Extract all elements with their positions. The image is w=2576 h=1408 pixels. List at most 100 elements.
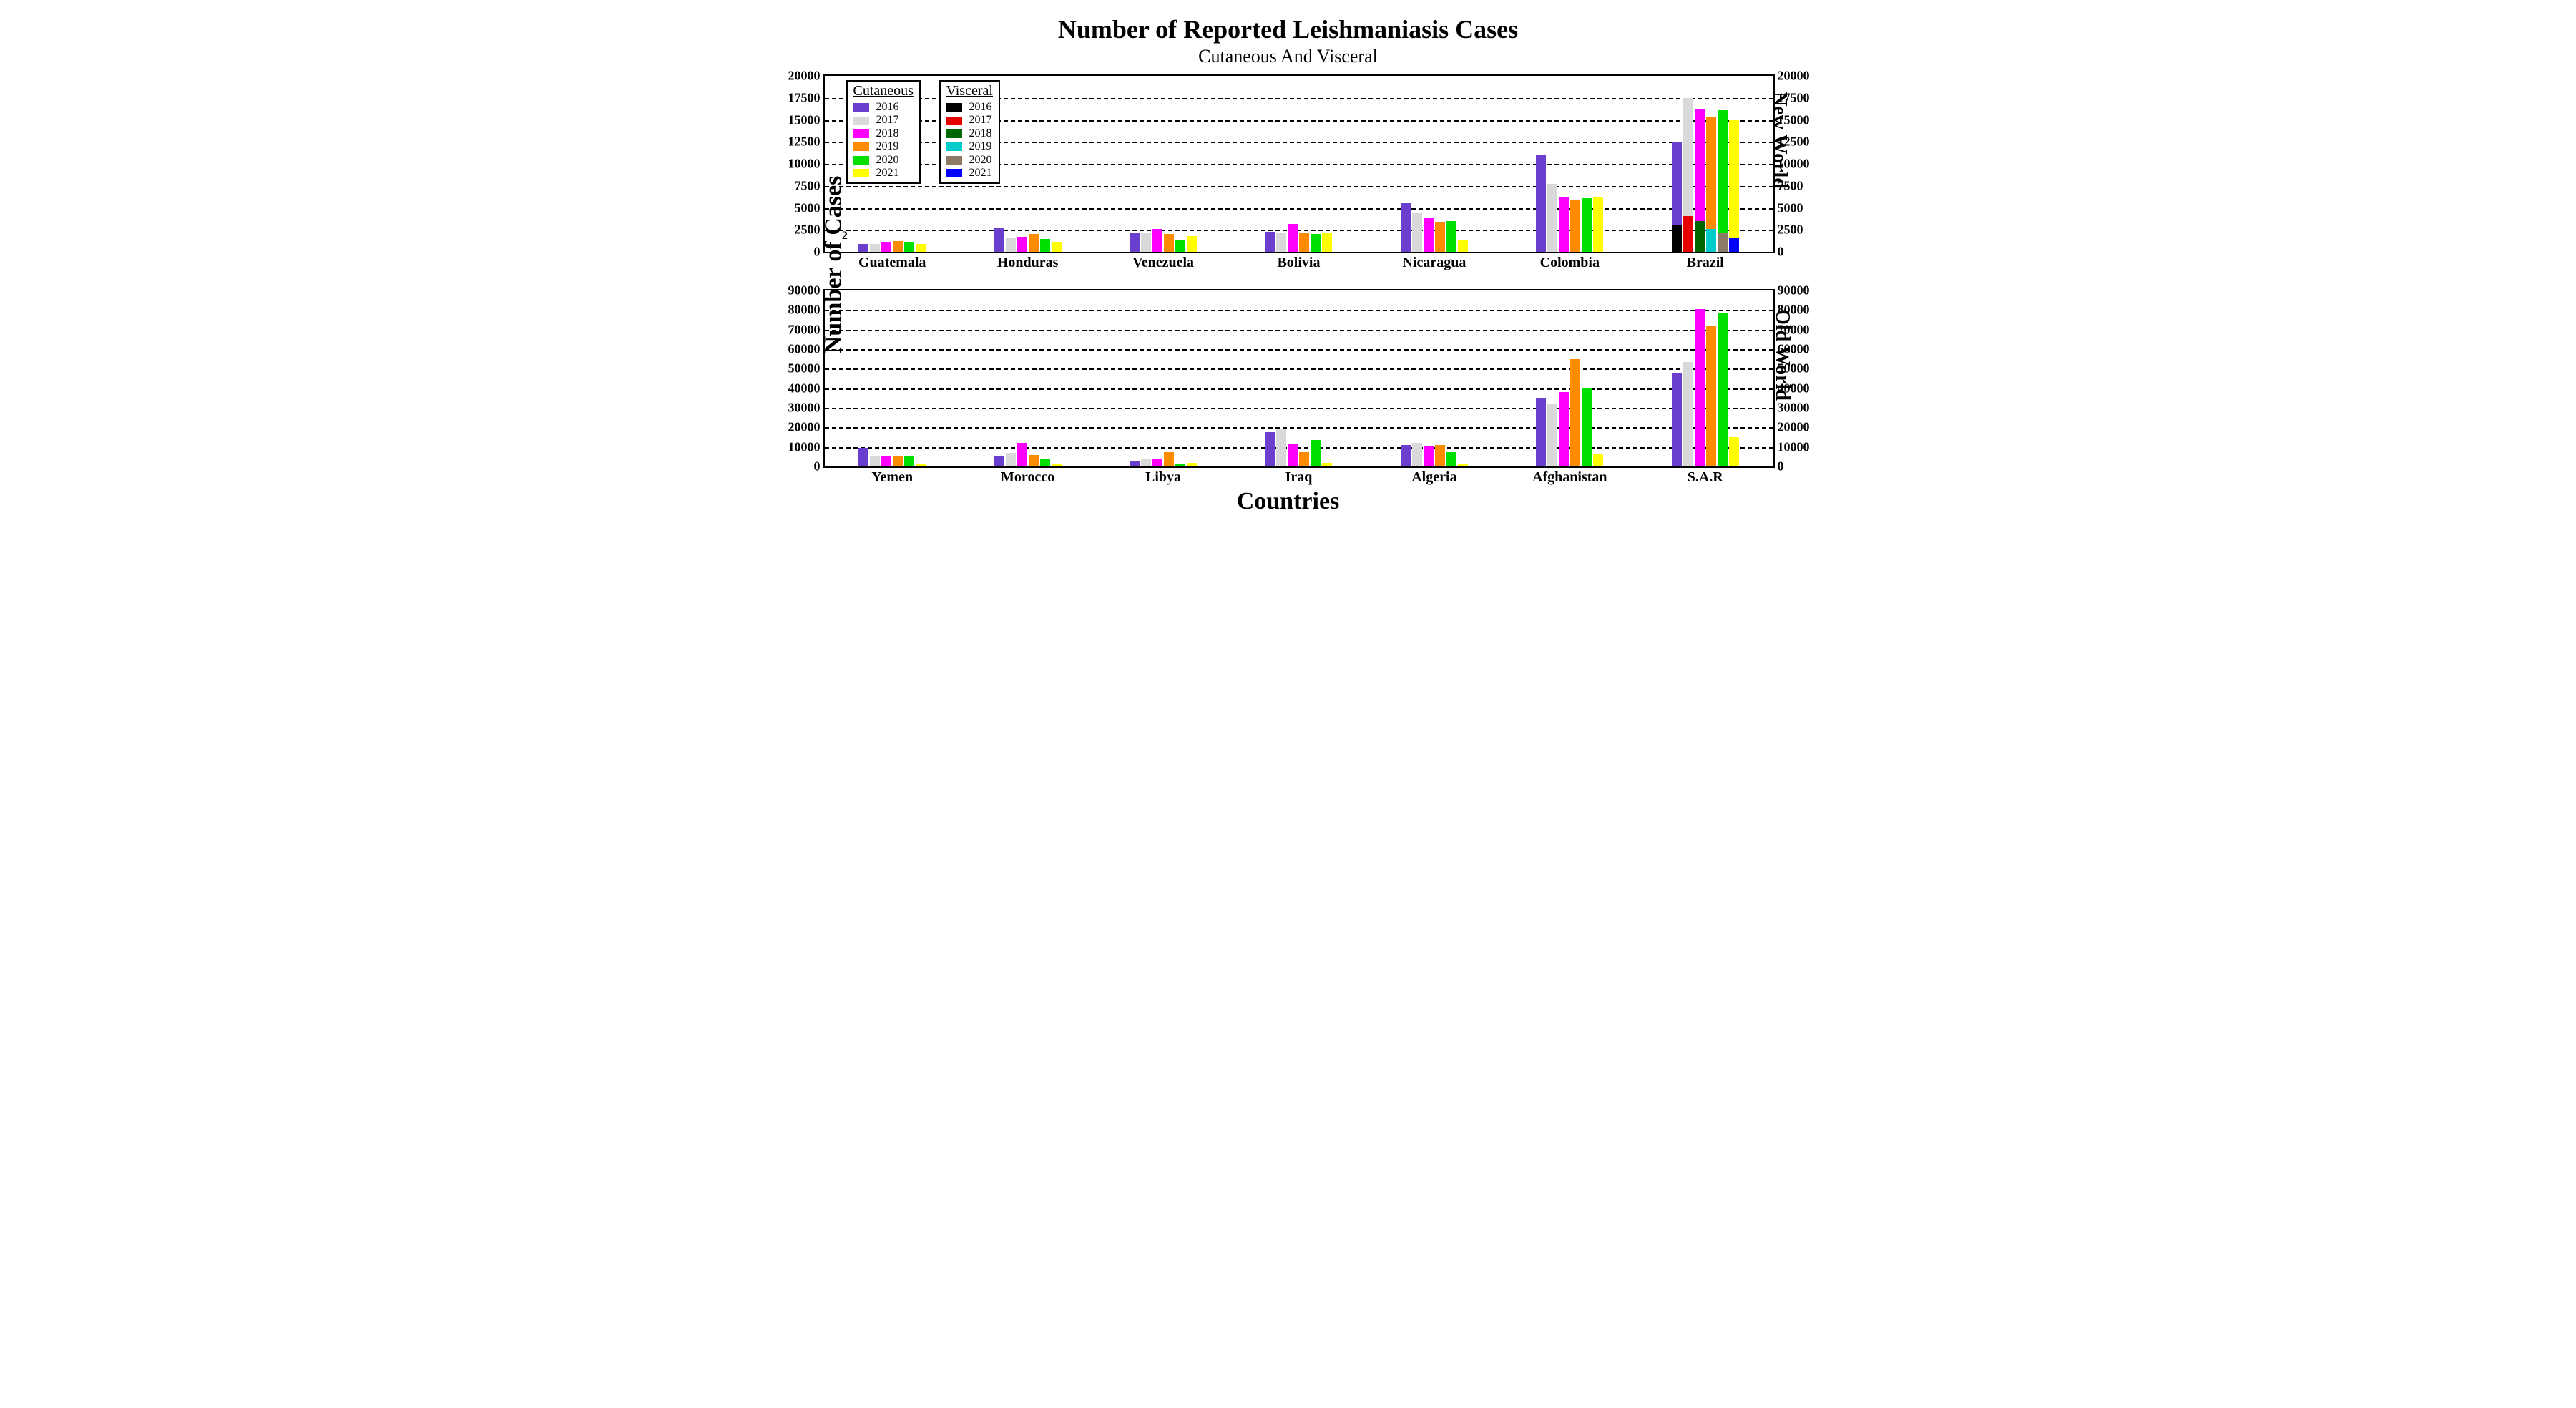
panel-right-label: New World (1768, 92, 1791, 189)
bar-cutaneous (1458, 240, 1468, 252)
bar-cutaneous (1570, 200, 1580, 252)
bar (1435, 290, 1445, 466)
ytick-right: 5000 (1773, 200, 1803, 215)
legend-swatch (853, 169, 869, 177)
bar (1322, 76, 1332, 252)
bar-cutaneous (1547, 184, 1557, 252)
bar-cutaneous (1593, 197, 1603, 252)
bar-cutaneous (1322, 233, 1332, 252)
bar-cutaneous (904, 456, 914, 466)
bar (1401, 76, 1411, 252)
bar-cutaneous (1029, 234, 1039, 252)
bar-cutaneous (893, 241, 903, 252)
ytick-right: 20000 (1773, 69, 1810, 84)
bar-visceral (1706, 229, 1716, 252)
legend-swatch (853, 103, 869, 112)
bar-cutaneous (1130, 233, 1140, 252)
legend-swatch (853, 117, 869, 125)
bar (1672, 290, 1682, 466)
bar (1718, 290, 1728, 466)
legend-box: Cutaneous201620172018201920202021 (846, 80, 921, 184)
bar-cutaneous (870, 456, 880, 466)
bar (1683, 76, 1693, 252)
bar (1130, 76, 1140, 252)
bar-group: Afghanistan (1502, 290, 1637, 466)
bar (1695, 76, 1705, 252)
bar-cutaneous (1276, 233, 1286, 252)
bar (1593, 290, 1603, 466)
category-label: Guatemala (858, 252, 926, 271)
ytick-right: 10000 (1773, 439, 1810, 454)
legend-swatch (853, 156, 869, 165)
category-label: Afghanistan (1532, 466, 1607, 486)
bar-group: Nicaragua (1366, 76, 1502, 252)
bar (1276, 76, 1286, 252)
bar-cutaneous (1458, 464, 1468, 466)
bar (1052, 290, 1062, 466)
bar-group: Yemen (825, 290, 960, 466)
legend-swatch (946, 142, 962, 151)
category-label: Honduras (997, 252, 1059, 271)
legend-year: 2018 (969, 127, 992, 140)
legend-row: 2017 (853, 114, 914, 127)
ytick-right: 0 (1773, 459, 1784, 474)
category-label: Nicaragua (1402, 252, 1466, 271)
bar-group: Iraq (1231, 290, 1366, 466)
ytick-left: 15000 (788, 112, 825, 127)
category-label: Algeria (1411, 466, 1456, 486)
bar-cutaneous (994, 456, 1004, 466)
legend-row: 2016 (853, 101, 914, 114)
bar-cutaneous (1141, 233, 1151, 252)
bar (1547, 76, 1557, 252)
legend-year: 2016 (969, 101, 992, 114)
bar-cutaneous (1401, 203, 1411, 252)
bar-cutaneous (1718, 313, 1728, 466)
bar-group: Venezuela (1095, 76, 1230, 252)
legend-year: 2021 (876, 167, 899, 180)
legend-year: 2018 (876, 127, 899, 140)
bar (1040, 76, 1050, 252)
legend-row: 2020 (946, 154, 993, 167)
bar-cutaneous (1017, 443, 1027, 466)
bar-cutaneous (1299, 233, 1309, 252)
bar (870, 290, 880, 466)
bar (1164, 76, 1174, 252)
legend-title: Visceral (946, 83, 993, 99)
bar-cutaneous (1718, 110, 1728, 252)
bar (1029, 290, 1039, 466)
legend-row: 2021 (853, 167, 914, 180)
bar (1187, 290, 1197, 466)
legend-swatch (946, 129, 962, 138)
bar (1729, 290, 1739, 466)
bar-cutaneous (1276, 429, 1286, 466)
category-label: Libya (1145, 466, 1181, 486)
bar-cutaneous (1164, 452, 1174, 467)
ytick-left: 80000 (788, 303, 825, 318)
bar-cutaneous (1006, 238, 1016, 252)
bar-cutaneous (858, 244, 868, 252)
bar-cutaneous (1288, 444, 1298, 466)
bar-cutaneous (1029, 455, 1039, 466)
legend-year: 2017 (876, 114, 899, 127)
bar-cutaneous (1187, 463, 1197, 466)
legend-year: 2019 (969, 140, 992, 153)
panel-right-label: Old World (1771, 309, 1793, 401)
bar (1570, 76, 1580, 252)
bar (1458, 76, 1468, 252)
bar-cutaneous (870, 244, 880, 252)
bar-cutaneous (858, 448, 868, 466)
legend-title: Cutaneous (853, 83, 914, 99)
bar (1536, 76, 1546, 252)
bar-cutaneous (1040, 459, 1050, 466)
bar-cutaneous (1187, 236, 1197, 252)
bar (1570, 290, 1580, 466)
bar (1141, 290, 1151, 466)
ytick-left: 10000 (788, 439, 825, 454)
bar-cutaneous (916, 244, 926, 252)
bar (1536, 290, 1546, 466)
ytick-right: 20000 (1773, 420, 1810, 435)
category-label: Venezuela (1132, 252, 1194, 271)
bar (916, 290, 926, 466)
legend-year: 2020 (876, 154, 899, 167)
bar (1729, 76, 1739, 252)
